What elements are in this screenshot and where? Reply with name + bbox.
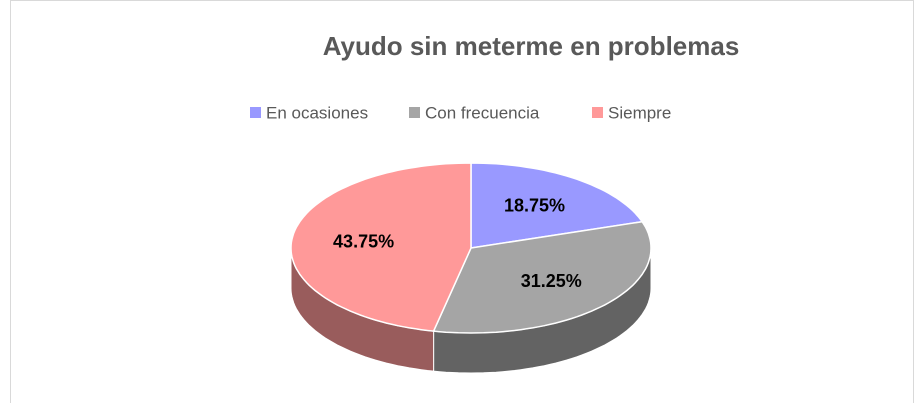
pie-slice	[470, 162, 644, 249]
legend-label: Con frecuencia	[425, 103, 540, 122]
data-label: 31.25%	[521, 271, 582, 291]
legend-swatch	[409, 107, 420, 118]
data-label: 43.75%	[333, 231, 394, 251]
data-label: 18.75%	[504, 195, 565, 215]
legend-label: Siempre	[608, 103, 671, 122]
legend-swatch	[250, 107, 261, 118]
pie-slice	[432, 220, 652, 334]
pie-slice	[290, 162, 472, 332]
legend-swatch	[592, 107, 603, 118]
legend-label: En ocasiones	[266, 103, 368, 122]
chart-title: Ayudo sin meterme en problemas	[323, 31, 740, 61]
